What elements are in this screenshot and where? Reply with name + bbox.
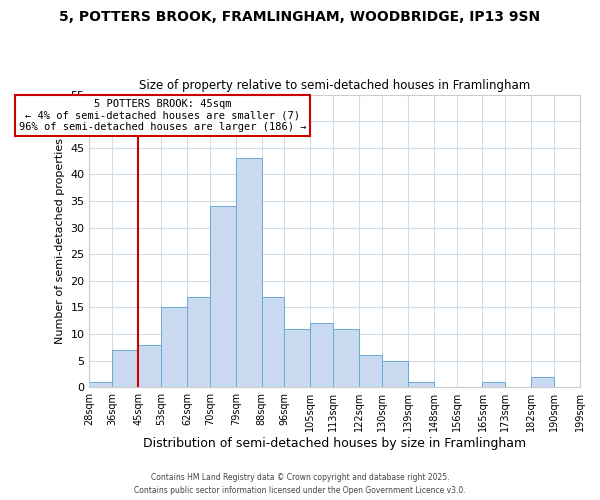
Bar: [236, 158, 262, 387]
X-axis label: Distribution of semi-detached houses by size in Framlingham: Distribution of semi-detached houses by …: [143, 437, 526, 450]
Bar: [531, 376, 554, 387]
Title: Size of property relative to semi-detached houses in Framlingham: Size of property relative to semi-detach…: [139, 79, 530, 92]
Bar: [284, 328, 310, 387]
Bar: [89, 382, 112, 387]
Bar: [210, 206, 236, 387]
Bar: [262, 297, 284, 387]
Bar: [482, 382, 505, 387]
Bar: [408, 382, 434, 387]
Y-axis label: Number of semi-detached properties: Number of semi-detached properties: [55, 138, 65, 344]
Bar: [310, 324, 333, 387]
Bar: [333, 328, 359, 387]
Text: Contains HM Land Registry data © Crown copyright and database right 2025.
Contai: Contains HM Land Registry data © Crown c…: [134, 474, 466, 495]
Text: 5 POTTERS BROOK: 45sqm
← 4% of semi-detached houses are smaller (7)
96% of semi-: 5 POTTERS BROOK: 45sqm ← 4% of semi-deta…: [19, 99, 307, 132]
Bar: [161, 308, 187, 387]
Bar: [187, 297, 210, 387]
Bar: [112, 350, 138, 387]
Text: 5, POTTERS BROOK, FRAMLINGHAM, WOODBRIDGE, IP13 9SN: 5, POTTERS BROOK, FRAMLINGHAM, WOODBRIDG…: [59, 10, 541, 24]
Bar: [382, 360, 408, 387]
Bar: [359, 356, 382, 387]
Bar: [138, 344, 161, 387]
